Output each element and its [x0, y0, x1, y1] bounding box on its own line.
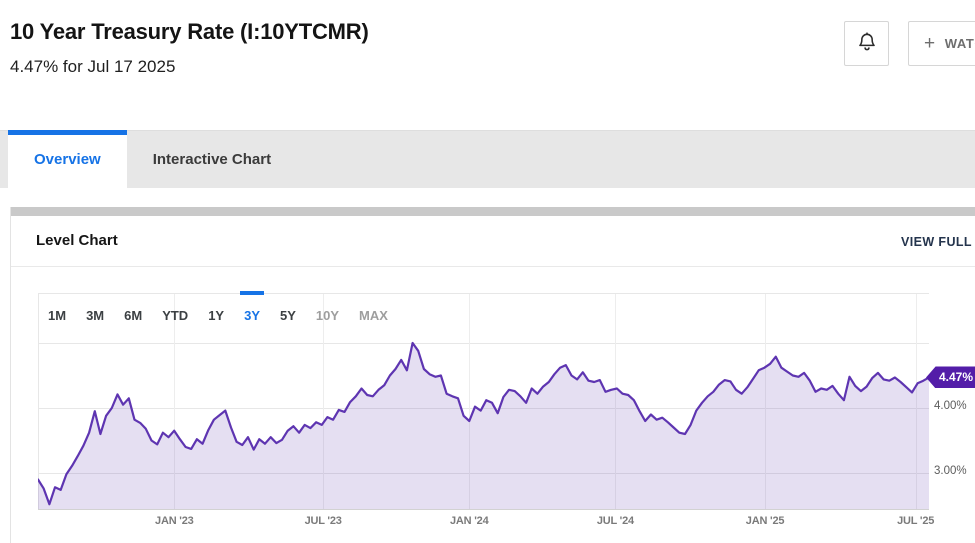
range-button-1m[interactable]: 1M: [38, 303, 76, 329]
watchlist-button-label: WATCHLIST: [944, 36, 975, 51]
area-chart-plot: [38, 293, 929, 510]
range-button-3m[interactable]: 3M: [76, 303, 114, 329]
card-title: Level Chart: [36, 232, 118, 249]
bell-icon: [856, 31, 878, 56]
y-axis-label: 4.00%: [934, 399, 967, 412]
rate-line-series: [38, 341, 929, 506]
x-axis-label: JUL '23: [304, 515, 342, 527]
x-axis-label: JUL '25: [897, 515, 935, 527]
card-header: Level Chart VIEW FULL CHART: [11, 216, 975, 267]
x-axis-label: JAN '24: [449, 515, 489, 527]
alerts-bell-button[interactable]: [844, 21, 889, 66]
range-button-5y[interactable]: 5Y: [270, 303, 306, 329]
range-button-ytd[interactable]: YTD: [152, 303, 198, 329]
range-button-1y[interactable]: 1Y: [198, 303, 234, 329]
y-axis-label: 3.00%: [934, 464, 967, 477]
level-chart: 1M 3M 6M YTD 1Y 3Y 5Y 10Y MAX 4.47% 4.00% 3.00% JA…: [11, 267, 975, 543]
x-axis-label: JUL '24: [596, 515, 634, 527]
plus-icon: +: [924, 33, 936, 54]
card-top-accent-bar: [11, 207, 975, 216]
range-button-3y[interactable]: 3Y: [234, 291, 270, 329]
add-watchlist-button[interactable]: + WATCHLIST: [908, 21, 975, 66]
tab-bar: Overview Interactive Chart: [0, 130, 975, 188]
range-selector: 1M 3M 6M YTD 1Y 3Y 5Y 10Y MAX: [38, 291, 398, 329]
x-axis-label: JAN '23: [155, 515, 194, 527]
level-chart-card: Level Chart VIEW FULL CHART 1M3M6MYTD1Y3…: [10, 207, 975, 543]
area-fill: [38, 343, 929, 510]
range-button-max[interactable]: MAX: [349, 303, 398, 329]
tab-overview[interactable]: Overview: [8, 130, 127, 188]
range-button-10y[interactable]: 10Y: [306, 303, 349, 329]
x-axis-label: JAN '25: [745, 515, 785, 527]
range-button-6m[interactable]: 6M: [114, 303, 152, 329]
view-full-chart-link[interactable]: VIEW FULL CHART: [901, 235, 975, 249]
current-value-subtitle: 4.47% for Jul 17 2025: [10, 57, 176, 76]
tab-interactive-chart[interactable]: Interactive Chart: [152, 151, 272, 168]
page-title: 10 Year Treasury Rate (I:10YTCMR): [10, 19, 369, 44]
current-value-badge: 4.47%: [926, 366, 975, 389]
